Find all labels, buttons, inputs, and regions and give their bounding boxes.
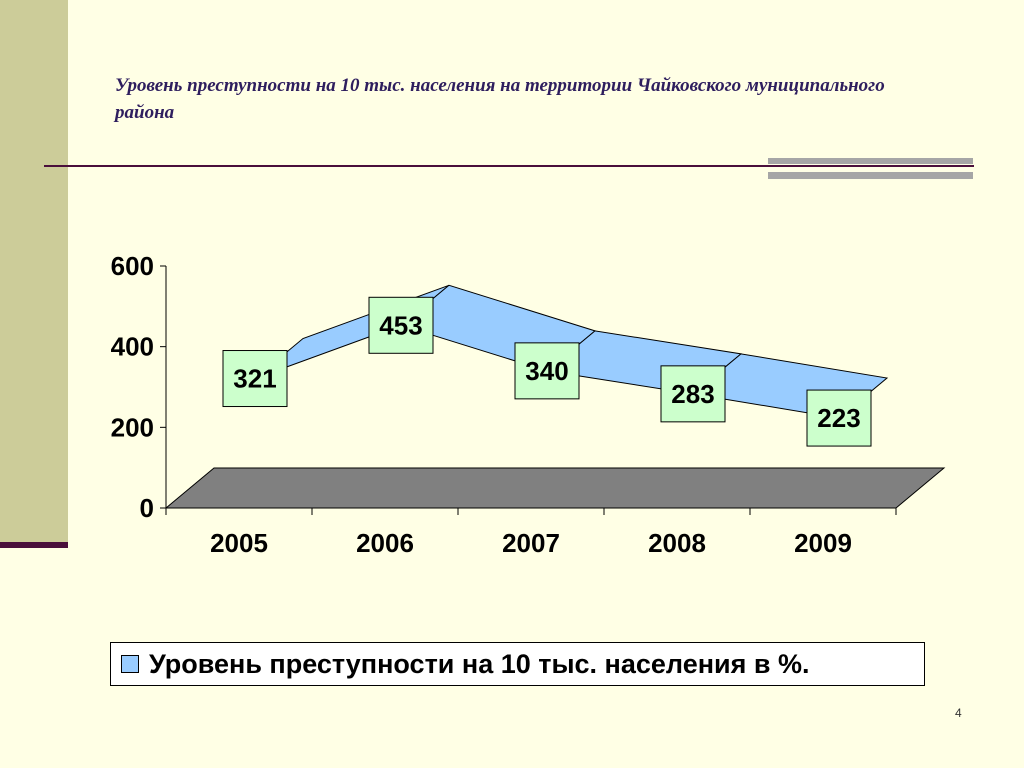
data-label-box <box>660 365 726 423</box>
chart-legend: Уровень преступности на 10 тыс. населени… <box>110 642 925 686</box>
x-tick-label: 2007 <box>502 528 560 558</box>
slide-number: 4 <box>955 706 962 720</box>
data-label-box <box>514 342 580 400</box>
slide-title: Уровень преступности на 10 тыс. населени… <box>115 75 885 123</box>
y-tick-label: 600 <box>111 251 154 281</box>
data-label-box <box>368 296 434 354</box>
x-tick-label: 2008 <box>648 528 706 558</box>
y-tick-label: 200 <box>111 412 154 442</box>
left-decor-rule <box>0 542 68 548</box>
data-label: 223 <box>806 389 872 447</box>
left-decor-band <box>0 0 68 545</box>
title-divider <box>44 165 974 167</box>
y-tick-label: 400 <box>111 332 154 362</box>
data-label-value: 321 <box>233 364 276 394</box>
x-tick-label: 2009 <box>794 528 852 558</box>
chart-floor <box>164 467 946 509</box>
data-label: 340 <box>514 342 580 400</box>
data-label-value: 283 <box>671 379 714 409</box>
y-tick-label: 0 <box>140 493 154 523</box>
data-label-box <box>222 350 288 408</box>
legend-label: Уровень преступности на 10 тыс. населени… <box>149 648 810 679</box>
data-label-value: 453 <box>379 310 422 340</box>
data-label-value: 340 <box>525 356 568 386</box>
x-tick-label: 2005 <box>210 528 268 558</box>
data-label: 321 <box>222 350 288 408</box>
data-label: 453 <box>368 296 434 354</box>
data-label-box <box>806 389 872 447</box>
data-label-value: 223 <box>817 403 860 433</box>
data-label: 283 <box>660 365 726 423</box>
legend-swatch <box>121 655 139 673</box>
x-tick-label: 2006 <box>356 528 414 558</box>
title-divider-accent-lower <box>768 172 973 179</box>
title-divider-accent <box>768 158 973 164</box>
